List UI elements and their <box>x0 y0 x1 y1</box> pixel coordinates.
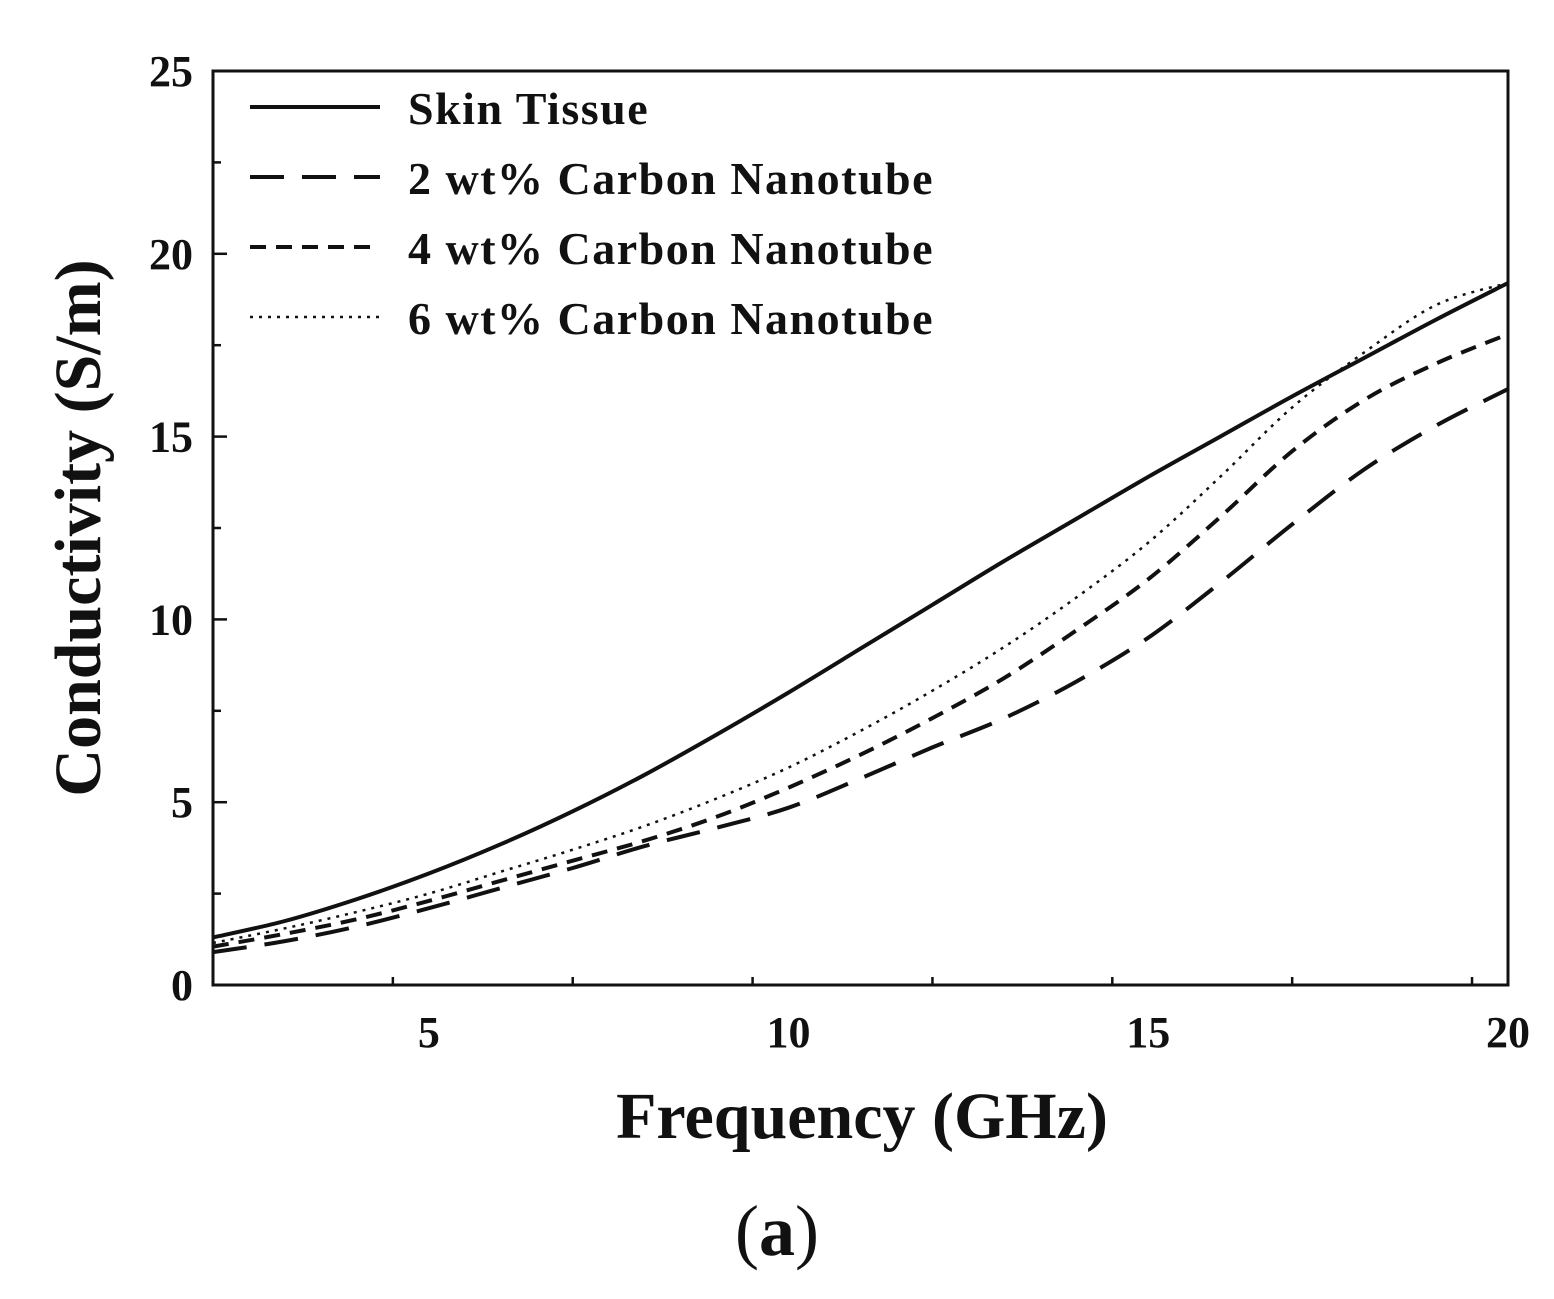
series-line-2 <box>212 387 1509 955</box>
panel-label: (a) <box>735 1191 819 1271</box>
y-tick-label: 25 <box>149 47 193 96</box>
x-axis-label: Frequency (GHz) <box>616 1080 1108 1153</box>
series-line-3 <box>212 332 1509 949</box>
y-axis-label: Conductivity (S/m) <box>42 259 115 796</box>
series-line-4 <box>212 281 1509 945</box>
y-tick-label: 10 <box>149 595 193 644</box>
legend-label: 6 wt% Carbon Nanotube <box>408 293 934 344</box>
legend-label: Skin Tissue <box>408 83 649 134</box>
y-tick-label: 20 <box>149 230 193 279</box>
x-tick-label: 10 <box>767 1008 811 1057</box>
series-layer <box>212 281 1509 955</box>
x-tick-label: 20 <box>1486 1008 1530 1057</box>
y-tick-label: 0 <box>171 961 193 1010</box>
legend-label: 4 wt% Carbon Nanotube <box>408 223 934 274</box>
y-tick-label: 5 <box>171 778 193 827</box>
legend-label: 2 wt% Carbon Nanotube <box>408 153 934 204</box>
plot-frame <box>211 69 1510 987</box>
x-tick-label: 5 <box>418 1008 440 1057</box>
y-tick-label: 15 <box>149 413 193 462</box>
x-tick-label: 15 <box>1126 1008 1170 1057</box>
legend: Skin Tissue 2 wt% Carbon Nanotube 4 wt% Ca… <box>250 83 934 344</box>
series-line-1 <box>212 281 1509 940</box>
axis-ticks: 5 10 15 20 0 5 10 15 20 25 <box>149 47 1530 1057</box>
